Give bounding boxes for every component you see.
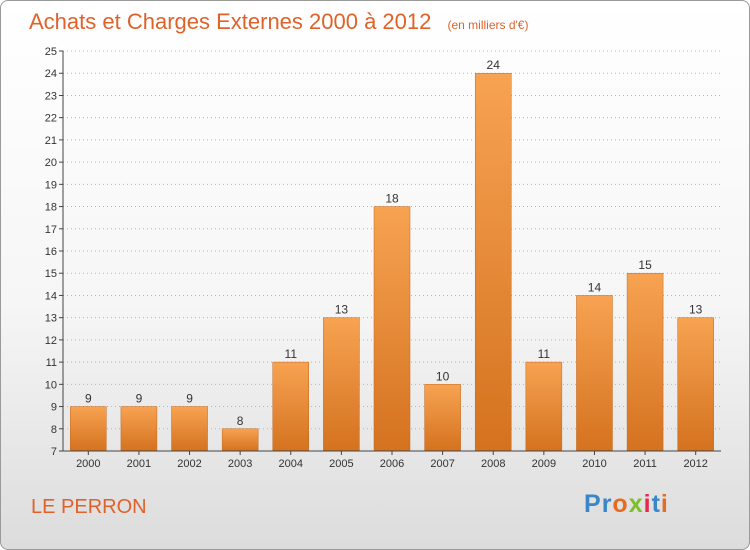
- x-tick-label-2012: 2012: [683, 458, 707, 470]
- y-tick-label: 22: [45, 113, 57, 125]
- bar-2004: [272, 361, 310, 452]
- y-tick-label: 11: [46, 357, 57, 369]
- data-label-2005: 13: [335, 303, 349, 317]
- y-tick-label: 23: [45, 90, 57, 102]
- y-tick-label: 10: [45, 379, 57, 391]
- data-label-2011: 15: [638, 258, 652, 272]
- data-label-2000: 9: [85, 392, 92, 406]
- bar-2011: [626, 272, 664, 452]
- bar-2007: [424, 384, 461, 452]
- y-tick-label: 19: [45, 179, 57, 191]
- chart-title-block: Achats et Charges Externes 2000 à 2012 (…: [29, 9, 528, 35]
- data-label-2002: 9: [186, 392, 193, 406]
- proxiti-logo: Proxiti: [584, 490, 669, 519]
- data-label-2006: 18: [385, 192, 399, 206]
- x-tick-label-2007: 2007: [430, 458, 454, 470]
- data-label-2012: 13: [689, 303, 703, 317]
- x-tick-label-2006: 2006: [380, 458, 404, 470]
- data-label-2010: 14: [588, 280, 602, 294]
- logo-letter: r: [601, 490, 613, 518]
- x-tick-label-2002: 2002: [177, 458, 201, 470]
- data-label-2008: 24: [487, 58, 501, 72]
- y-tick-label: 21: [45, 135, 57, 147]
- y-tick-label: 18: [45, 202, 57, 214]
- y-tick-label: 12: [45, 335, 57, 347]
- y-tick-label: 7: [51, 446, 57, 458]
- x-tick-label-2000: 2000: [76, 458, 100, 470]
- x-tick-label-2003: 2003: [228, 458, 252, 470]
- x-tick-label-2005: 2005: [329, 458, 353, 470]
- y-tick-label: 25: [45, 46, 57, 58]
- y-tick-label: 24: [45, 68, 57, 80]
- data-label-2009: 11: [538, 347, 551, 361]
- bar-2008: [474, 72, 512, 452]
- y-tick-label: 13: [45, 313, 57, 325]
- y-tick-label: 16: [45, 246, 57, 258]
- logo-letter: x: [628, 490, 644, 518]
- data-label-2003: 8: [237, 414, 244, 428]
- y-tick-label: 9: [51, 402, 57, 414]
- bar-2009: [525, 361, 563, 452]
- bar-2002: [171, 406, 208, 452]
- x-tick-label-2009: 2009: [532, 458, 556, 470]
- chart-title: Achats et Charges Externes 2000 à 2012: [29, 9, 432, 34]
- x-tick-label-2011: 2011: [633, 458, 657, 470]
- data-label-2001: 9: [136, 392, 143, 406]
- place-name: LE PERRON: [31, 496, 147, 518]
- bar-2001: [120, 406, 158, 452]
- chart-unit: (en milliers d'€): [447, 18, 529, 32]
- logo-letter: i: [643, 490, 652, 518]
- x-tick-label-2001: 2001: [127, 458, 151, 470]
- x-tick-label-2004: 2004: [279, 458, 303, 470]
- bar-2006: [373, 206, 411, 452]
- bar-2005: [323, 317, 360, 452]
- x-tick-label-2008: 2008: [481, 458, 505, 470]
- bar-2010: [576, 295, 613, 452]
- x-tick-label-2010: 2010: [582, 458, 606, 470]
- logo-letter: P: [584, 490, 602, 518]
- bar-2003: [221, 428, 259, 452]
- logo-letter: i: [660, 490, 669, 518]
- bar-2000: [70, 406, 107, 452]
- y-tick-label: 8: [51, 424, 57, 436]
- logo-letter: o: [612, 490, 629, 518]
- bar-2012: [677, 317, 714, 452]
- y-tick-label: 15: [45, 268, 57, 280]
- y-tick-label: 14: [45, 290, 57, 302]
- y-tick-label: 20: [45, 157, 57, 169]
- data-label-2007: 10: [436, 369, 450, 383]
- y-tick-label: 17: [45, 224, 57, 236]
- logo-letter: t: [651, 490, 661, 518]
- data-label-2004: 11: [285, 347, 298, 361]
